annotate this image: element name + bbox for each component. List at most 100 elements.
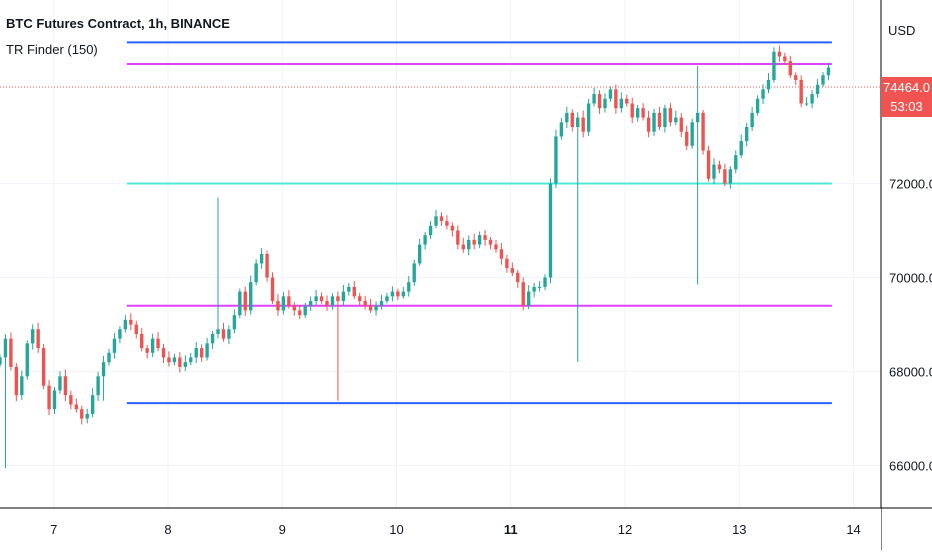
candle-body [608,89,613,99]
candle-body [586,103,591,132]
bar-countdown: 53:03 [890,99,923,114]
candle-body [368,305,373,311]
candle-body [635,108,640,118]
candle-body [772,51,776,80]
level-layer [126,41,832,405]
candle-body [298,310,302,316]
candle-body [287,296,291,306]
candle-body [494,244,498,250]
candle-body [554,136,558,184]
candle-body [565,112,569,123]
candle-body [543,277,547,287]
candle-body [592,94,596,104]
candle-body [216,329,220,334]
candle-body [461,244,465,250]
candle-body [783,56,787,62]
candle-body [189,357,193,363]
candle-body [292,305,297,311]
y-tick-label: 72000.0 [889,176,932,191]
candle-body [739,141,743,156]
candle-body [674,117,678,123]
candle-body [129,319,133,325]
x-tick-label: 10 [389,522,403,537]
candle-body [717,164,722,170]
candle-body [750,112,754,127]
candle-body [308,301,313,306]
candle-body [537,286,542,288]
x-axis-ticks: 7 8 9 10 11 12 13 14 [50,522,861,537]
candle-body [112,338,117,353]
candle-body [156,338,160,349]
candle-body [281,296,286,311]
candle-body [20,376,24,396]
candle-body [47,385,51,410]
candle-body [472,239,476,245]
candle-body [766,79,771,90]
candle-body [423,235,427,245]
candle-body [412,263,416,283]
candle-body [417,244,422,264]
candle-body [63,376,68,396]
candle-body [194,348,198,358]
candle-body [744,127,749,142]
candle-body [815,84,820,95]
candle-body [701,112,705,151]
candle-body [467,239,471,250]
candle-body [695,112,700,123]
candle-body [728,169,733,184]
x-tick-label: 11 [504,522,518,537]
candle-body [755,98,760,113]
candle-body [363,301,367,306]
grid-layer [0,0,881,508]
candle-body [150,338,155,353]
candle-body [532,286,536,292]
candle-body [161,348,166,358]
candle-body [243,291,247,311]
candle-body [657,112,662,127]
candle-body [570,112,574,127]
candle-body [706,150,711,179]
candle-body [630,103,634,118]
candle-body [668,108,673,123]
candle-body [352,286,356,297]
candle-body [379,301,384,306]
candle-body [663,108,667,127]
candle-body [123,319,128,330]
candle-body [41,348,46,386]
candle-body [254,263,258,283]
candle-body [614,89,618,109]
candle-body [679,117,683,132]
indicator-legend[interactable]: TR Finder (150) [6,42,98,57]
candle-body [249,282,253,311]
candle-body [319,296,324,302]
candle-body [581,117,585,132]
candle-body [439,216,444,222]
candle-body [145,348,149,353]
candle-body [221,329,226,339]
candle-body [96,376,100,396]
chart-title[interactable]: BTC Futures Contract, 1h, BINANCE [6,16,230,31]
candle-body [505,258,509,269]
candle-body [456,230,460,245]
candle-body [516,272,520,283]
time-scale-panel [0,508,881,550]
candle-body [477,235,482,245]
last-price-label: 74464.0 53:03 [881,77,932,117]
candle-body [140,333,144,349]
currency-button[interactable]: USD [888,23,916,38]
candle-body [31,329,35,344]
candle-body [238,291,242,316]
candle-body [9,338,13,367]
candle-body [777,51,782,57]
candle-body [734,155,738,170]
candle-body [330,296,335,306]
candle-body [526,291,531,306]
y-axis-ticks: 66000.0 68000.0 70000.0 72000.0 [889,176,932,473]
last-price-value: 74464.0 [883,80,930,95]
candle-body [428,225,433,236]
candle-body [685,131,689,146]
candle-body [341,291,346,302]
candle-body [205,343,209,358]
